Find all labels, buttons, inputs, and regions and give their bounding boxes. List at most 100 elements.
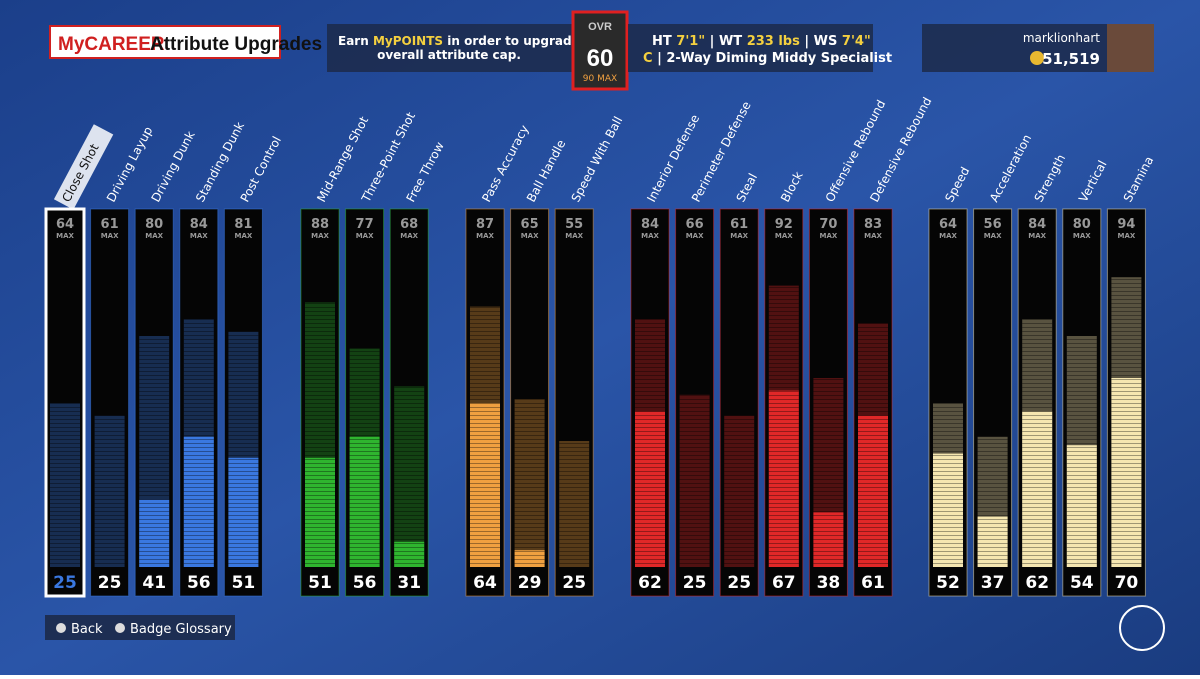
glossary-button[interactable]: Badge Glossary (130, 622, 232, 637)
max-label: MAX (1118, 232, 1136, 240)
current-bar-stripes (858, 415, 888, 567)
max-value: 92 (775, 217, 793, 232)
current-bar-stripes (1022, 411, 1053, 567)
current-bar-stripes (977, 516, 1008, 567)
max-value: 77 (356, 217, 374, 232)
max-label: MAX (730, 232, 748, 240)
max-label: MAX (864, 232, 882, 240)
ws: 7'4" (842, 34, 871, 49)
current-bar-stripes (470, 403, 500, 567)
max-label: MAX (400, 232, 418, 240)
ht: 7'1" (676, 34, 705, 49)
max-value: 84 (1028, 217, 1046, 232)
current-value: 51 (232, 573, 256, 593)
cap-bar-stripes (724, 415, 755, 567)
current-bar-stripes (183, 436, 214, 567)
max-value: 84 (190, 217, 208, 232)
vc-points: 51,519 (1042, 50, 1100, 68)
current-bar-stripes (768, 390, 799, 567)
current-bar-stripes (933, 453, 963, 567)
max-label: MAX (101, 232, 119, 240)
max-label: MAX (686, 232, 704, 240)
current-bar-stripes (514, 550, 545, 567)
ovr-max: 90 MAX (583, 74, 617, 84)
cap-bar-stripes (514, 399, 545, 567)
current-value: 62 (1025, 573, 1049, 593)
ovr-value: 60 (587, 45, 614, 72)
profile-box (628, 24, 873, 72)
max-label: MAX (356, 232, 374, 240)
current-value: 37 (981, 573, 1005, 593)
max-label: MAX (820, 232, 838, 240)
vc-icon (1030, 51, 1044, 65)
max-value: 66 (686, 217, 704, 232)
max-label: MAX (939, 232, 957, 240)
max-value: 61 (101, 217, 119, 232)
max-value: 68 (400, 217, 418, 232)
max-value: 64 (56, 217, 74, 232)
current-bar-stripes (1066, 445, 1097, 567)
max-label: MAX (984, 232, 1002, 240)
current-value: 38 (817, 573, 841, 593)
position: C (643, 51, 653, 66)
button-bar (45, 615, 235, 640)
archetype: 2-Way Diming Middy Specialist (666, 51, 892, 66)
title-box (49, 25, 281, 59)
current-bar-stripes (635, 411, 665, 567)
back-button[interactable]: Back (71, 622, 103, 637)
info-before: Earn (338, 34, 369, 48)
max-label: MAX (521, 232, 539, 240)
ovr-max-label: MAX (597, 74, 617, 84)
current-value: 70 (1115, 573, 1139, 593)
current-bar-stripes (305, 457, 335, 567)
current-bar-stripes (394, 541, 425, 567)
selected-tab (53, 124, 114, 210)
max-value: 65 (521, 217, 539, 232)
max-label: MAX (311, 232, 329, 240)
max-value: 80 (145, 217, 163, 232)
glossary-icon[interactable] (115, 623, 125, 633)
max-value: 61 (730, 217, 748, 232)
back-icon[interactable] (56, 623, 66, 633)
max-value: 88 (311, 217, 329, 232)
max-label: MAX (56, 232, 74, 240)
cap-bar-stripes (394, 386, 425, 567)
username: marklionhart (1023, 31, 1100, 45)
max-label: MAX (1073, 232, 1091, 240)
max-value: 81 (234, 217, 252, 232)
current-value: 61 (861, 573, 885, 593)
ovr-max-value: 90 (583, 74, 595, 84)
brand: MyCAREER (58, 34, 165, 55)
max-value: 83 (864, 217, 882, 232)
info-line2: overall attribute cap. (377, 48, 521, 62)
current-bar-stripes (813, 512, 844, 567)
max-value: 94 (1117, 217, 1135, 232)
max-value: 56 (984, 217, 1002, 232)
measurements: HT 7'1" | WT 233 lbs | WS 7'4" (652, 34, 871, 49)
current-value: 25 (683, 573, 707, 593)
current-bar-stripes (139, 499, 170, 567)
max-label: MAX (565, 232, 583, 240)
current-value: 41 (142, 573, 166, 593)
max-label: MAX (476, 232, 494, 240)
archetype-line: C | 2-Way Diming Middy Specialist (643, 51, 892, 66)
wt-label: WT (719, 34, 742, 49)
cap-bar-stripes (94, 415, 125, 567)
cap-bar-stripes (559, 441, 590, 567)
current-bar-stripes (1111, 378, 1142, 567)
max-value: 87 (476, 217, 494, 232)
max-label: MAX (641, 232, 659, 240)
max-label: MAX (145, 232, 163, 240)
current-value: 25 (53, 573, 77, 593)
current-value: 25 (98, 573, 122, 593)
max-label: MAX (1028, 232, 1046, 240)
current-value: 51 (308, 573, 332, 593)
current-value: 25 (727, 573, 751, 593)
wt: 233 lbs (747, 34, 800, 49)
title: Attribute Upgrades (150, 34, 322, 55)
ovr-box (571, 10, 629, 91)
max-label: MAX (775, 232, 793, 240)
max-value: 64 (939, 217, 957, 232)
max-value: 80 (1073, 217, 1091, 232)
